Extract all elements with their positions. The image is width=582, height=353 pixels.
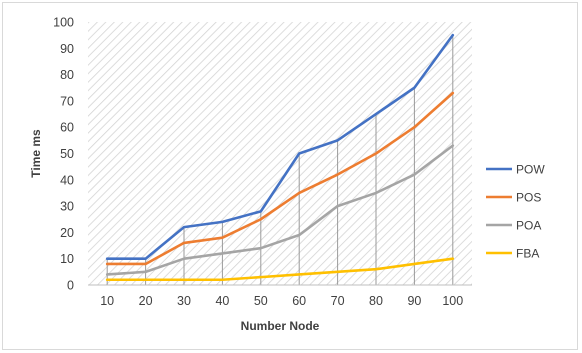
y-tick-label: 30 [60,200,74,214]
y-tick-label: 0 [67,279,74,293]
x-tick-label: 50 [254,294,268,308]
y-axis-ticks: 0 10 20 30 40 50 60 70 80 90 100 [53,16,74,293]
y-tick-label: 80 [60,68,74,82]
series-line-pow [105,33,455,261]
y-tick-label: 10 [60,252,74,266]
x-tick-label: 40 [215,294,229,308]
legend-label: POW [516,163,545,177]
series-line-poa [105,144,455,276]
x-axis-title: Number Node [241,319,320,333]
y-axis-title: Time ms [29,129,43,178]
drop-lines [106,35,454,285]
y-tick-label: 100 [53,16,74,30]
legend-label: POS [516,191,541,205]
x-tick-label: 60 [292,294,306,308]
y-tick-label: 50 [60,147,74,161]
y-tick-label: 20 [60,226,74,240]
legend-label: POA [516,219,541,233]
x-tick-label: 30 [177,294,191,308]
x-axis-ticks: 10 20 30 40 50 60 70 80 90 100 [100,294,463,308]
x-tick-label: 80 [369,294,383,308]
x-tick-label: 100 [442,294,463,308]
x-tick-label: 70 [331,294,345,308]
legend-label: FBA [516,247,539,261]
y-tick-label: 40 [60,173,74,187]
x-tick-label: 10 [100,294,114,308]
legend: POW POS POA FBA [486,163,545,261]
y-tick-label: 60 [60,121,74,135]
y-tick-label: 70 [60,94,74,108]
series-line-fba [105,257,455,282]
series-line-pos [105,91,455,266]
x-tick-label: 20 [139,294,153,308]
x-tick-label: 90 [407,294,421,308]
series-lines [105,33,455,282]
y-tick-label: 90 [60,42,74,56]
